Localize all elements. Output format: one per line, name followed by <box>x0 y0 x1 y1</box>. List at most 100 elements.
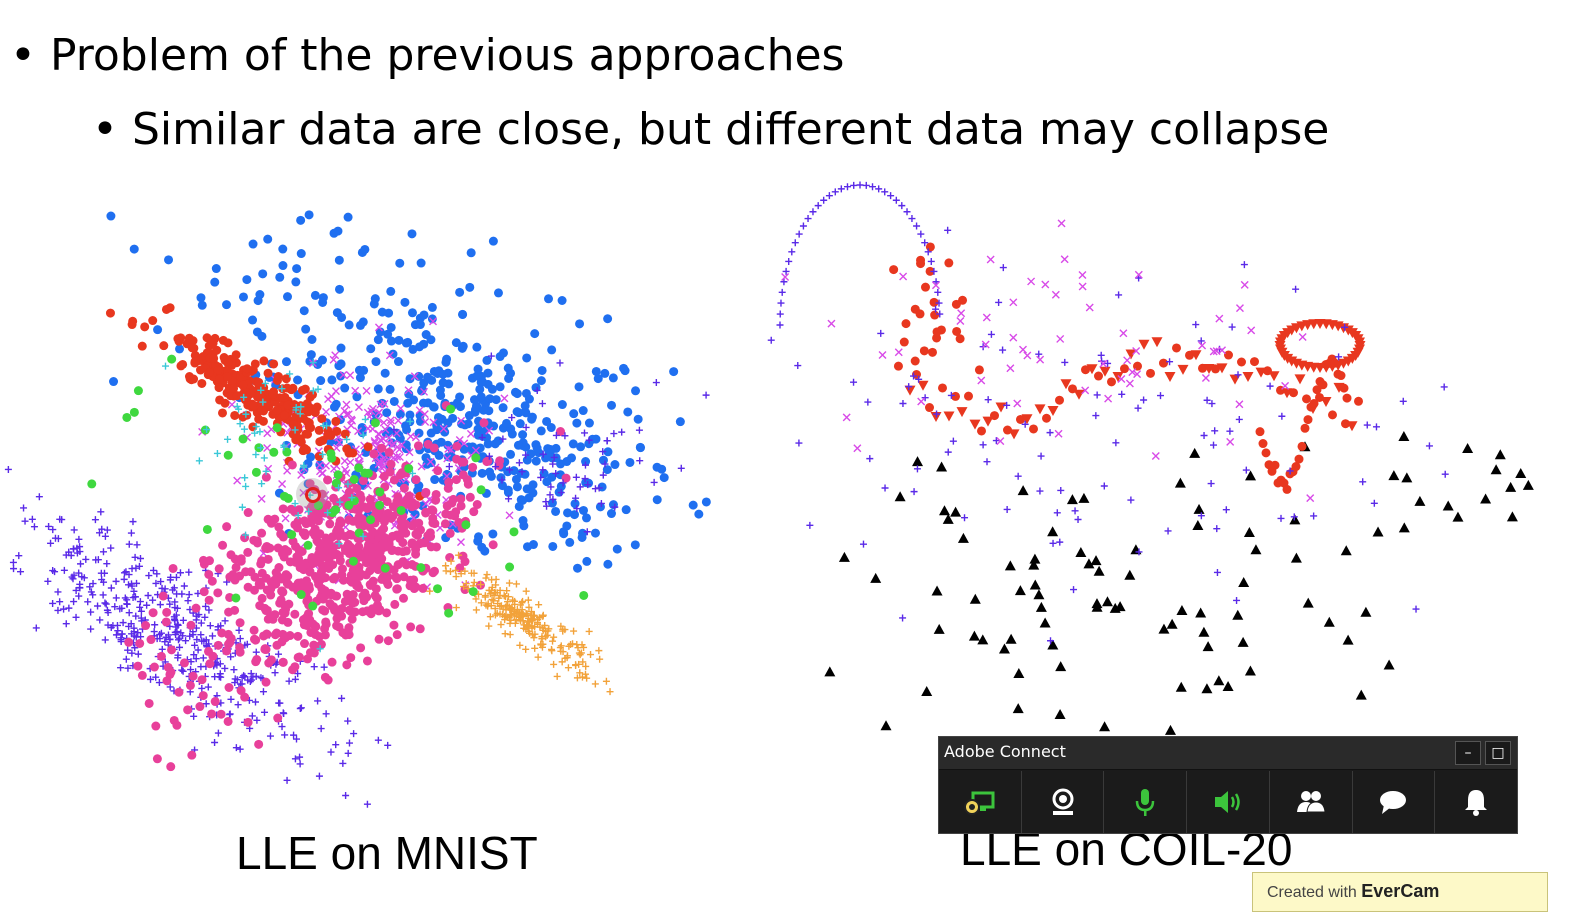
notifications-button[interactable] <box>1434 771 1517 833</box>
mnist-point-pink <box>354 542 364 552</box>
mnist-point-red <box>257 405 267 415</box>
mnist-point-purple <box>201 613 209 621</box>
mnist-point-orange <box>561 654 569 662</box>
share-screen-button[interactable] <box>939 771 1021 833</box>
mnist-point-orange <box>519 597 527 605</box>
mnist-point-purple <box>293 735 301 743</box>
coil-point-magenta <box>982 313 991 322</box>
mnist-point-purple <box>240 672 248 680</box>
coil-point-red <box>995 402 1007 413</box>
coil-point-purple <box>1115 291 1123 299</box>
coil-point-black <box>1192 519 1204 530</box>
mnist-point-purple <box>179 667 187 675</box>
speaker-button[interactable] <box>1186 771 1269 833</box>
mnist-point-blue <box>603 314 613 324</box>
mnist-point-magenta <box>505 511 514 520</box>
mnist-point-pink <box>224 682 234 692</box>
coil-point-magenta <box>981 340 990 349</box>
adobe-connect-title: Adobe Connect <box>944 742 1066 761</box>
microphone-button[interactable] <box>1103 771 1186 833</box>
coil-point-black <box>1047 639 1059 650</box>
mnist-point-orange <box>525 603 533 611</box>
mnist-point-purple <box>259 688 267 696</box>
mnist-point-cyan <box>261 379 269 387</box>
mnist-point-purple <box>487 352 495 360</box>
mnist-point-pink <box>384 447 394 457</box>
mnist-point-blue <box>369 299 379 309</box>
mnist-point-purple <box>113 621 121 629</box>
mnist-point-orange <box>452 573 460 581</box>
mnist-point-pink <box>273 713 283 723</box>
coil-point-red <box>1034 404 1046 415</box>
coil-point-purple <box>1140 396 1148 404</box>
mnist-point-purple <box>227 653 235 661</box>
mnist-point-magenta <box>429 418 438 427</box>
mnist-point-pink <box>188 671 198 681</box>
mnist-point-pink <box>287 460 297 470</box>
attendees-button[interactable] <box>1268 771 1352 833</box>
coil-point-red <box>1060 379 1072 390</box>
chat-button[interactable] <box>1351 771 1435 833</box>
mnist-point-green <box>283 493 293 503</box>
coil-point-red <box>889 265 899 275</box>
coil-point-magenta <box>1036 355 1045 364</box>
mnist-point-orange <box>477 581 485 589</box>
mnist-point-pink <box>346 653 356 663</box>
mnist-point-purple <box>180 582 188 590</box>
mnist-point-orange <box>518 606 526 614</box>
coil-point-magenta <box>977 376 986 385</box>
mnist-point-blue <box>258 269 268 279</box>
mnist-point-blue <box>512 482 522 492</box>
coil-point-black <box>1004 560 1016 571</box>
mnist-point-orange <box>491 611 499 619</box>
mnist-point-pink <box>264 658 274 668</box>
mnist-point-blue <box>304 210 314 220</box>
mnist-point-blue <box>334 284 344 294</box>
mnist-point-pink <box>423 531 433 541</box>
mnist-point-orange <box>524 621 532 629</box>
mnist-point-purple <box>155 679 163 687</box>
mnist-point-red <box>137 341 147 351</box>
mnist-point-purple <box>211 739 219 747</box>
mnist-point-cyan <box>359 532 367 540</box>
mnist-point-purple <box>320 663 328 671</box>
maximize-button[interactable]: □ <box>1485 741 1511 765</box>
mnist-point-purple <box>32 624 40 632</box>
webcam-button[interactable] <box>1020 771 1104 833</box>
coil-point-purple <box>799 222 807 230</box>
mnist-point-pink <box>479 418 489 428</box>
coil-point-magenta <box>1104 394 1113 403</box>
mnist-point-pink <box>148 608 158 618</box>
coil-point-purple <box>899 399 907 407</box>
mnist-point-orange <box>537 640 545 648</box>
mnist-point-red <box>242 410 252 420</box>
mnist-point-pink <box>382 497 392 507</box>
mnist-point-pink <box>294 505 304 515</box>
mnist-point-blue <box>403 398 413 408</box>
coil-point-purple <box>776 310 784 318</box>
mnist-point-pink <box>332 549 342 559</box>
mnist-point-orange <box>503 587 511 595</box>
coil-point-black <box>936 461 948 472</box>
mnist-point-magenta <box>426 457 435 466</box>
mnist-point-pink <box>270 630 280 640</box>
minimize-button[interactable]: – <box>1455 741 1481 765</box>
mnist-point-pink <box>251 657 261 667</box>
adobe-connect-title-bar[interactable]: Adobe Connect – □ <box>939 737 1517 770</box>
mnist-point-purple <box>143 601 151 609</box>
coil-point-purple <box>785 257 793 265</box>
mnist-point-blue <box>407 308 417 318</box>
mnist-point-magenta <box>396 404 405 413</box>
mnist-point-pink <box>380 512 390 522</box>
mnist-point-blue <box>542 477 552 487</box>
mnist-point-orange <box>511 619 519 627</box>
mnist-point-purple <box>208 632 216 640</box>
coil-point-red <box>1268 371 1280 382</box>
mnist-point-purple <box>227 695 235 703</box>
mnist-point-purple <box>499 435 507 443</box>
mnist-point-blue <box>388 349 398 359</box>
coil-point-purple <box>767 336 775 344</box>
coil-point-purple <box>983 458 991 466</box>
coil-point-purple <box>881 188 889 196</box>
coil-point-purple <box>961 514 969 522</box>
